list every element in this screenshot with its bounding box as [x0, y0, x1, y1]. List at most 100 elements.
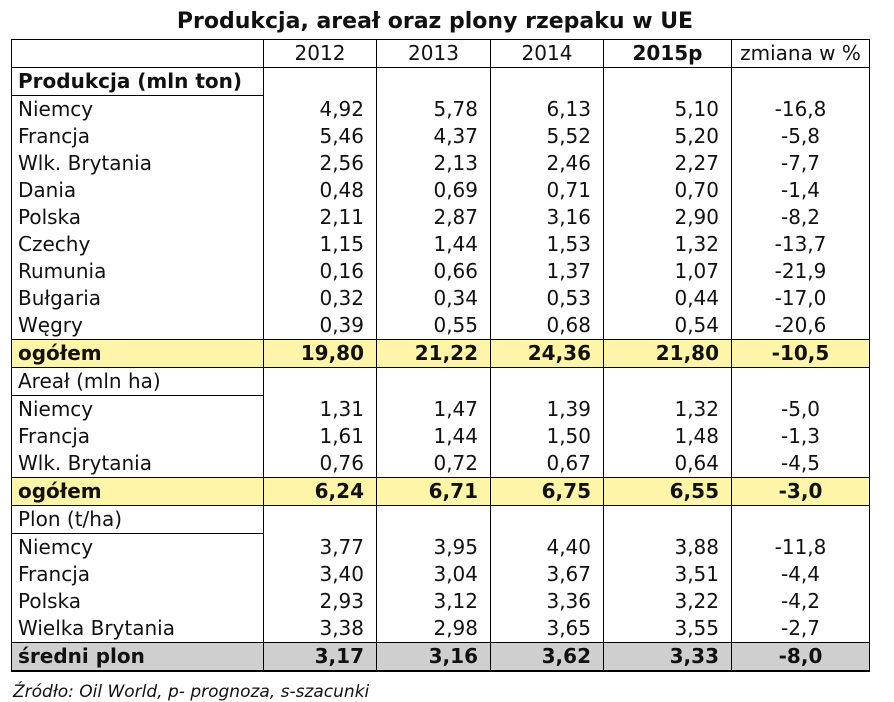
- value-cell-2013: 5,78: [376, 95, 491, 123]
- value-cell-2014: 6,75: [490, 477, 604, 506]
- change-cell: -7,7: [731, 150, 870, 177]
- value-cell-2015: 0,44: [603, 285, 732, 312]
- value-cell-2012: 0,48: [263, 177, 377, 204]
- section-blank-cell: [603, 505, 732, 534]
- source-note: Źródło: Oil World, p- prognoza, s-szacun…: [13, 682, 370, 702]
- value-cell-2012: 0,32: [263, 285, 377, 312]
- value-cell-2013: 0,34: [376, 285, 491, 312]
- value-cell-2015: 3,22: [603, 588, 732, 615]
- value-cell-2014: 1,53: [490, 231, 604, 258]
- section-blank-cell: [603, 367, 732, 396]
- value-cell-2015: 2,90: [603, 204, 732, 231]
- table-row: Niemcy 3,77 3,95 4,40 3,88 -11,8: [11, 533, 870, 561]
- value-cell-2012: 3,38: [263, 615, 377, 643]
- value-cell-2012: 1,31: [263, 395, 377, 423]
- value-cell-2013: 3,12: [376, 588, 491, 615]
- section-blank-cell: [263, 367, 377, 396]
- header-2012: 2012: [263, 39, 377, 68]
- value-cell-2014: 3,65: [490, 615, 604, 643]
- value-cell-2015: 21,80: [603, 339, 732, 368]
- value-cell-2012: 1,15: [263, 231, 377, 258]
- value-cell-2015: 1,07: [603, 258, 732, 285]
- section-label: Areał (mln ha): [11, 367, 264, 396]
- table-row: Francja 3,40 3,04 3,67 3,51 -4,4: [11, 561, 870, 588]
- row-label: Niemcy: [11, 395, 264, 423]
- value-cell-2014: 3,16: [490, 204, 604, 231]
- row-label: Węgry: [11, 312, 264, 340]
- section-header-row: Areał (mln ha): [11, 367, 870, 396]
- section-blank-cell: [731, 67, 870, 96]
- value-cell-2014: 3,62: [490, 642, 604, 672]
- section-label: Produkcja (mln ton): [11, 67, 264, 96]
- table-title: Produkcja, areał oraz plony rzepaku w UE: [176, 9, 694, 34]
- value-cell-2014: 2,46: [490, 150, 604, 177]
- value-cell-2013: 0,69: [376, 177, 491, 204]
- change-cell: -4,5: [731, 450, 870, 478]
- change-cell: -8,0: [731, 642, 870, 672]
- row-label: ogółem: [11, 477, 264, 506]
- section-blank-cell: [263, 505, 377, 534]
- value-cell-2012: 19,80: [263, 339, 377, 368]
- table-row: Węgry 0,39 0,55 0,68 0,54 -20,6: [11, 312, 870, 340]
- table-row: Francja 5,46 4,37 5,52 5,20 -5,8: [11, 123, 870, 150]
- row-label: ogółem: [11, 339, 264, 368]
- change-cell: -3,0: [731, 477, 870, 506]
- value-cell-2013: 0,72: [376, 450, 491, 478]
- value-cell-2012: 3,17: [263, 642, 377, 672]
- value-cell-2012: 4,92: [263, 95, 377, 123]
- row-label: Francja: [11, 561, 264, 588]
- section-blank-cell: [731, 505, 870, 534]
- table-row: Dania 0,48 0,69 0,71 0,70 -1,4: [11, 177, 870, 204]
- row-label: Polska: [11, 588, 264, 615]
- value-cell-2015: 5,10: [603, 95, 732, 123]
- value-cell-2013: 0,66: [376, 258, 491, 285]
- value-cell-2013: 3,04: [376, 561, 491, 588]
- average-row: średni plon 3,17 3,16 3,62 3,33 -8,0: [11, 642, 870, 672]
- value-cell-2014: 24,36: [490, 339, 604, 368]
- table-row: Niemcy 1,31 1,47 1,39 1,32 -5,0: [11, 395, 870, 423]
- value-cell-2014: 5,52: [490, 123, 604, 150]
- row-label: Wlk. Brytania: [11, 450, 264, 478]
- row-label: Bułgaria: [11, 285, 264, 312]
- value-cell-2015: 3,55: [603, 615, 732, 643]
- change-cell: -13,7: [731, 231, 870, 258]
- change-cell: -10,5: [731, 339, 870, 368]
- value-cell-2013: 6,71: [376, 477, 491, 506]
- section-blank-cell: [490, 505, 604, 534]
- change-cell: -1,4: [731, 177, 870, 204]
- value-cell-2013: 3,16: [376, 642, 491, 672]
- value-cell-2012: 0,76: [263, 450, 377, 478]
- value-cell-2014: 1,50: [490, 423, 604, 450]
- header-2014: 2014: [490, 39, 604, 68]
- row-label: Francja: [11, 123, 264, 150]
- value-cell-2013: 3,95: [376, 533, 491, 561]
- table-row: Wielka Brytania 3,38 2,98 3,65 3,55 -2,7: [11, 615, 870, 643]
- row-label: Dania: [11, 177, 264, 204]
- table-row: Wlk. Brytania 2,56 2,13 2,46 2,27 -7,7: [11, 150, 870, 177]
- header-change: zmiana w %: [731, 39, 870, 68]
- value-cell-2015: 3,33: [603, 642, 732, 672]
- change-cell: -4,2: [731, 588, 870, 615]
- change-cell: -20,6: [731, 312, 870, 340]
- value-cell-2013: 2,98: [376, 615, 491, 643]
- table-row: Francja 1,61 1,44 1,50 1,48 -1,3: [11, 423, 870, 450]
- total-row: ogółem 19,80 21,22 24,36 21,80 -10,5: [11, 339, 870, 368]
- value-cell-2015: 1,32: [603, 395, 732, 423]
- value-cell-2012: 0,16: [263, 258, 377, 285]
- row-label: Rumunia: [11, 258, 264, 285]
- value-cell-2015: 1,32: [603, 231, 732, 258]
- value-cell-2012: 0,39: [263, 312, 377, 340]
- value-cell-2012: 6,24: [263, 477, 377, 506]
- value-cell-2015: 2,27: [603, 150, 732, 177]
- value-cell-2012: 1,61: [263, 423, 377, 450]
- section-blank-cell: [376, 67, 491, 96]
- section-blank-cell: [731, 367, 870, 396]
- section-blank-cell: [376, 505, 491, 534]
- value-cell-2014: 4,40: [490, 533, 604, 561]
- row-label: Niemcy: [11, 533, 264, 561]
- change-cell: -5,8: [731, 123, 870, 150]
- value-cell-2014: 3,67: [490, 561, 604, 588]
- value-cell-2015: 3,88: [603, 533, 732, 561]
- total-row: ogółem 6,24 6,71 6,75 6,55 -3,0: [11, 477, 870, 506]
- value-cell-2014: 1,39: [490, 395, 604, 423]
